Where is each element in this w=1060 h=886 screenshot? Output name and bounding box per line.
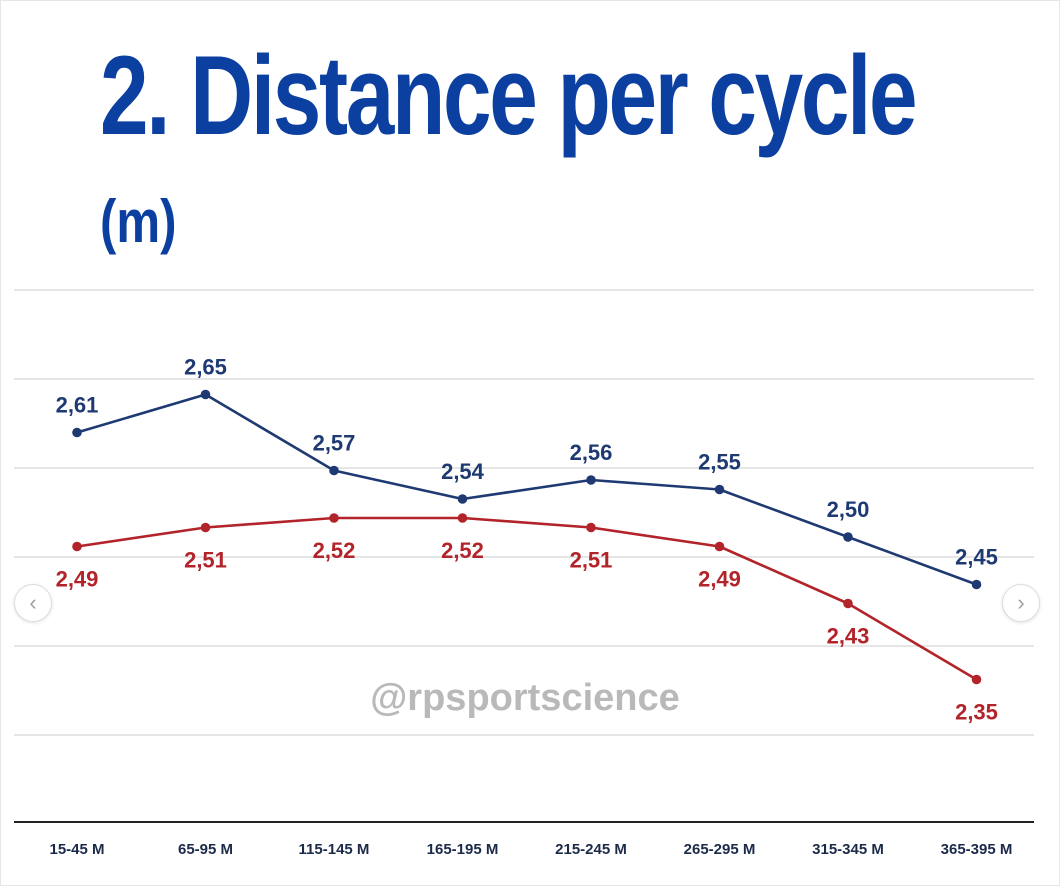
data-point — [72, 427, 82, 438]
data-label: 2,65 — [184, 355, 227, 380]
series-1: 2,49 2,51 2,52 2,52 2,51 2,49 2,43 2,35 — [56, 513, 998, 725]
x-tick-label: 215-245 M — [555, 841, 627, 858]
x-tick-label: 165-195 M — [427, 841, 499, 858]
data-label: 2,52 — [313, 538, 356, 563]
data-label: 2,52 — [441, 538, 484, 563]
data-point — [200, 522, 211, 533]
data-label: 2,43 — [827, 624, 870, 649]
chart-unit: (m) — [100, 188, 177, 255]
data-label: 2,45 — [955, 545, 998, 570]
data-label: 2,55 — [698, 450, 741, 475]
data-label: 2,51 — [570, 548, 613, 573]
data-point — [586, 522, 596, 533]
data-label: 2,57 — [313, 431, 356, 456]
series-line-0 — [75, 393, 978, 586]
data-point — [72, 541, 82, 552]
data-label: 2,35 — [955, 700, 998, 725]
series-lines: 2,61 2,65 2,57 2,54 2,56 2,55 2,50 2,45 2,49 2,51… — [56, 355, 998, 725]
x-tick-label: 65-95 M — [178, 841, 233, 858]
data-point — [714, 541, 725, 552]
x-tick-label: 315-345 M — [812, 841, 884, 858]
series-0: 2,61 2,65 2,57 2,54 2,56 2,55 2,50 2,45 — [56, 355, 998, 590]
data-point — [457, 494, 468, 504]
x-tick-labels: 15-45 M 65-95 M 115-145 M 165-195 M 215-245 … — [49, 841, 1012, 858]
data-point — [971, 579, 982, 590]
data-label: 2,49 — [56, 567, 99, 592]
x-tick-label: 115-145 M — [299, 841, 370, 858]
data-point — [329, 513, 339, 523]
data-label: 2,49 — [698, 567, 741, 592]
prev-slide-button[interactable]: ‹ — [14, 584, 52, 622]
gridlines — [14, 289, 1034, 736]
next-slide-button[interactable]: › — [1002, 584, 1040, 622]
data-point — [971, 674, 982, 685]
watermark-text: @rpsportscience — [370, 677, 680, 719]
data-point — [586, 475, 596, 485]
data-point — [200, 389, 211, 400]
data-point — [843, 532, 853, 542]
chart-title: 2. Distance per cycle — [100, 33, 918, 158]
data-label: 2,54 — [441, 459, 485, 484]
x-tick-label: 365-395 M — [941, 841, 1013, 858]
data-label: 2,50 — [827, 497, 870, 522]
data-label: 2,51 — [184, 548, 227, 573]
chevron-right-icon: › — [1017, 590, 1025, 615]
data-label: 2,56 — [570, 440, 613, 465]
data-point — [714, 484, 725, 495]
data-point — [843, 598, 853, 609]
x-tick-label: 15-45 M — [49, 841, 104, 858]
data-point — [457, 513, 468, 523]
chevron-left-icon: ‹ — [29, 590, 37, 615]
data-label: 2,61 — [56, 393, 99, 418]
series-line-1 — [75, 516, 978, 681]
data-point — [329, 465, 339, 476]
x-tick-label: 265-295 M — [684, 841, 756, 858]
